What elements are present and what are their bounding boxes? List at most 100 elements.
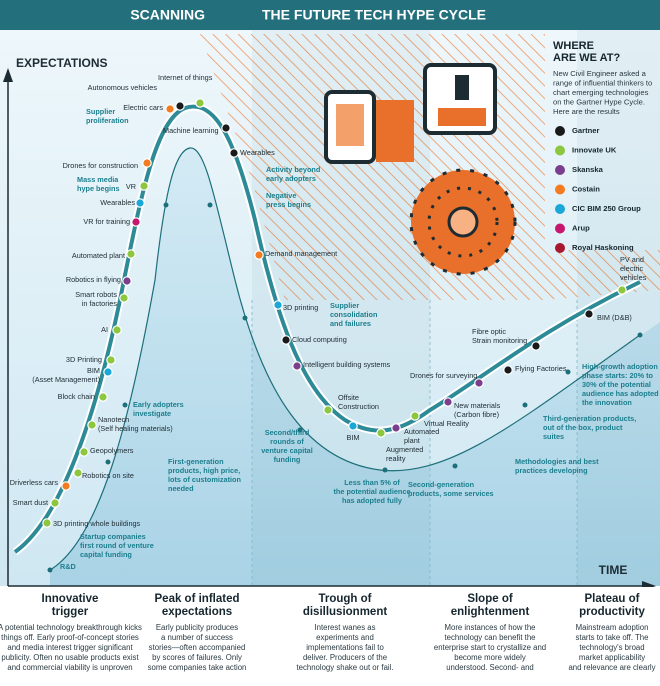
- tech-label: Smart robots: [75, 290, 117, 299]
- tech-label: Robotics in flying: [66, 275, 121, 284]
- tech-label: Strain monitoring: [472, 336, 527, 345]
- sidebar-text: on the Gartner Hype Cycle.: [553, 98, 645, 107]
- inner-curve: [49, 147, 641, 571]
- annotation: products, some services: [408, 489, 494, 498]
- phase-text: implementations fail to: [306, 643, 384, 652]
- annotation: press begins: [266, 200, 311, 209]
- legend-dot: [555, 145, 565, 156]
- phase-text: enterprise start to crystallize and: [434, 643, 546, 652]
- y-axis-arrow: [3, 68, 13, 82]
- annotation: phase starts: 20% to: [582, 371, 654, 380]
- sidebar-text: Here are the results: [553, 107, 620, 116]
- annotation: Supplier: [330, 301, 359, 310]
- tech-label: BIM: [347, 433, 360, 442]
- annotation: Mass media: [77, 175, 119, 184]
- tech-dot: [229, 148, 239, 158]
- annotation: Early adopters: [133, 400, 184, 409]
- annotation: capital funding: [80, 550, 132, 559]
- tech-dot: [73, 468, 83, 478]
- annotation: Second-generation: [408, 480, 474, 489]
- annotation: suites: [543, 432, 564, 441]
- tech-label: BIM (D&B): [597, 313, 632, 322]
- phase-text: stories—often accompanied: [149, 643, 246, 652]
- tech-dot: [131, 217, 141, 227]
- phase-title: disillusionment: [303, 606, 388, 618]
- tech-label: VR for training: [83, 217, 130, 226]
- tech-label: AI: [101, 325, 108, 334]
- tech-label: Drones for surveying: [410, 371, 477, 380]
- phase-title: Trough of: [318, 593, 371, 605]
- annotation: investigate: [133, 409, 171, 418]
- tech-label: plant: [404, 436, 420, 445]
- tech-label: electric: [620, 264, 643, 273]
- tech-label: Drones for construction: [63, 161, 138, 170]
- phase-text: become more widely: [454, 653, 526, 662]
- tech-dot: [175, 101, 185, 111]
- phase-text: starts to take off. The: [576, 633, 649, 642]
- annotation: Negative: [266, 191, 296, 200]
- tech-label: Internet of things: [158, 73, 213, 82]
- tech-dot: [98, 392, 108, 402]
- phase-title: trigger: [52, 606, 89, 618]
- phase-text: deliver. Producers of the: [303, 653, 387, 662]
- tech-label: Driverless cars: [10, 478, 59, 487]
- tech-label: PV and: [620, 255, 644, 264]
- tech-label: Automated plant: [72, 251, 125, 260]
- annotation: products, high price,: [168, 466, 240, 475]
- tech-label: vehicles: [620, 273, 647, 282]
- legend-label: Skanska: [572, 165, 604, 174]
- tech-label: (Asset Management): [32, 375, 100, 384]
- phase-text: and commercial viability is unproven: [7, 663, 132, 672]
- phase-text: and relevance are clearly: [568, 663, 655, 672]
- annotation: early adopters: [266, 174, 316, 183]
- tech-label: Wearables: [240, 148, 275, 157]
- tech-dot: [617, 285, 627, 295]
- tech-dot: [42, 518, 52, 528]
- annotation: Supplier: [86, 107, 115, 116]
- tech-dot: [376, 428, 386, 438]
- tech-label: Nanotech: [98, 415, 129, 424]
- sidebar-title: ARE WE AT?: [553, 52, 620, 64]
- legend-dot: [555, 126, 565, 136]
- tech-dot: [50, 498, 60, 508]
- tech-label: Electric cars: [123, 103, 163, 112]
- sidebar-text: chart emerging technologies: [553, 88, 649, 97]
- phase-text: things off. Early proof-of-concept stori…: [1, 633, 139, 642]
- phase-text: A potential technology breakthrough kick…: [0, 623, 142, 632]
- legend-dot: [555, 223, 565, 234]
- annotation: audience has adopted: [582, 389, 659, 398]
- tech-label: 3D printing whole buildings: [53, 519, 141, 528]
- phase-title: Innovative: [42, 593, 99, 605]
- phase-text: and media interest trigger significant: [7, 643, 133, 652]
- phase-title: expectations: [162, 606, 232, 618]
- inner-curve-dots: [47, 202, 643, 573]
- tech-label: Augmented: [386, 445, 423, 454]
- tech-dot: [391, 423, 401, 433]
- phase-text: market applicability: [579, 653, 645, 662]
- tech-dot: [584, 309, 594, 319]
- annotation: Less than 5% of: [344, 478, 400, 487]
- tech-dot: [61, 481, 71, 491]
- tech-dot: [254, 250, 264, 260]
- phase-text: Interest wanes as: [314, 623, 375, 632]
- tech-label: Flying Factories: [515, 364, 567, 373]
- legend-label: Arup: [572, 224, 590, 233]
- legend-dot: [555, 243, 565, 253]
- phase-title: Peak of inflated: [155, 593, 240, 605]
- tech-label: Autonomous vehicles: [88, 83, 158, 92]
- legend-dot: [555, 184, 565, 195]
- tech-dot: [531, 341, 541, 351]
- phase-title: Plateau of: [585, 593, 640, 605]
- annotation: out of the box, product: [543, 423, 623, 432]
- phase-text: some companies take action: [148, 663, 247, 672]
- legend-label: CIC BIM 250 Group: [572, 204, 641, 213]
- tech-dot: [122, 276, 132, 286]
- tech-label: (Carbon fibre): [454, 410, 499, 419]
- annotation: R&D: [60, 562, 76, 571]
- phase-text: technology shake out or fail.: [296, 663, 393, 672]
- legend-dot: [555, 165, 565, 175]
- y-axis-label: EXPECTATIONS: [16, 56, 108, 70]
- phase-text: technology can benefit the: [444, 633, 535, 642]
- tech-label: Intelligent building systems: [303, 360, 391, 369]
- tech-label: 3D printing: [283, 303, 318, 312]
